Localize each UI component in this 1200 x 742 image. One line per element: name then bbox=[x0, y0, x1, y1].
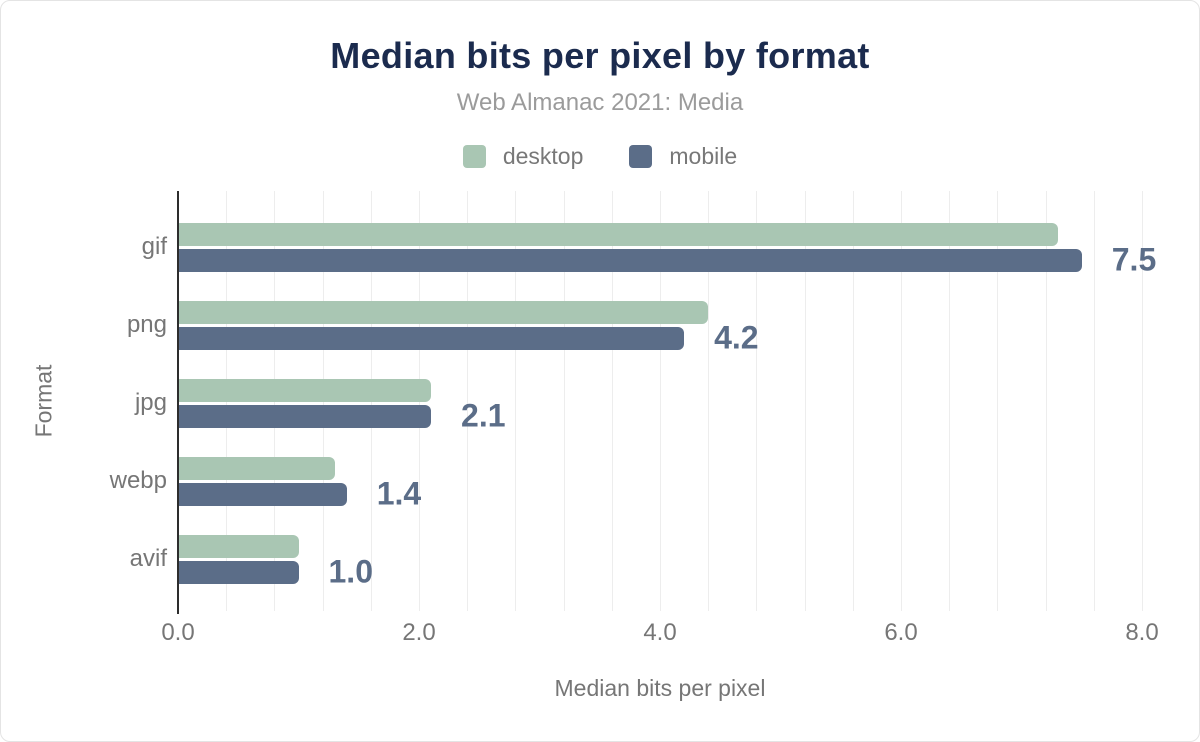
gridline bbox=[997, 191, 999, 611]
category-row-webp: webp 1.4 bbox=[110, 442, 1156, 520]
gridline bbox=[756, 191, 758, 611]
bar-mobile-avif[interactable]: 1.0 bbox=[178, 554, 373, 590]
x-tick-label-6.0: 6.0 bbox=[884, 619, 918, 646]
bar-desktop-jpg[interactable] bbox=[178, 378, 432, 402]
gridline bbox=[1142, 191, 1143, 611]
desktop-swatch-icon bbox=[462, 145, 486, 168]
bar-desktop-webp[interactable] bbox=[178, 456, 335, 480]
gridline bbox=[660, 191, 661, 611]
category-row-avif: avif 1.0 bbox=[130, 520, 1156, 598]
category-label-jpg: jpg bbox=[134, 389, 167, 416]
category-label-avif: avif bbox=[129, 545, 167, 572]
plot-area: gif 7.5 png 4.2 jpg 2.1 webp 1.4 avif 1.0 bbox=[110, 191, 1156, 611]
chart-title: Median bits per pixel by format bbox=[330, 35, 870, 76]
value-label-png: 4.2 bbox=[714, 319, 759, 356]
value-label-avif: 1.0 bbox=[328, 553, 373, 590]
value-label-jpg: 2.1 bbox=[461, 397, 506, 434]
x-tick-label-8.0: 8.0 bbox=[1125, 619, 1159, 646]
bar-mobile-png[interactable]: 4.2 bbox=[178, 320, 759, 356]
legend-label-mobile: mobile bbox=[669, 143, 738, 169]
x-tick-label-0.0: 0.0 bbox=[161, 619, 195, 646]
gridline bbox=[467, 191, 469, 611]
category-row-gif: gif 7.5 bbox=[142, 208, 1156, 286]
legend-label-desktop: desktop bbox=[502, 143, 584, 169]
legend-item-mobile[interactable]: mobile bbox=[629, 143, 737, 170]
bar-desktop-png[interactable] bbox=[178, 300, 709, 324]
bar-desktop-avif[interactable] bbox=[178, 534, 299, 558]
x-axis-ticks: 0.0 2.0 4.0 6.0 8.0 bbox=[161, 619, 1159, 649]
gridline bbox=[804, 191, 806, 611]
gridline bbox=[515, 191, 517, 611]
gridline bbox=[949, 191, 951, 611]
gridline bbox=[901, 191, 902, 611]
category-row-png: png 4.2 bbox=[127, 286, 1156, 364]
category-label-png: png bbox=[126, 311, 167, 338]
legend-item-desktop[interactable]: desktop bbox=[462, 143, 584, 170]
bar-mobile-webp[interactable]: 1.4 bbox=[178, 476, 421, 512]
x-tick-label-4.0: 4.0 bbox=[643, 619, 677, 646]
bar-mobile-gif[interactable]: 7.5 bbox=[178, 242, 1156, 278]
y-axis-line bbox=[177, 191, 179, 614]
gridline bbox=[1045, 191, 1047, 611]
bar-desktop-gif[interactable] bbox=[178, 222, 1058, 246]
gridline bbox=[611, 191, 613, 611]
category-label-webp: webp bbox=[109, 467, 167, 494]
gridline bbox=[852, 191, 854, 611]
bar-mobile-jpg[interactable]: 2.1 bbox=[178, 398, 506, 434]
chart-subtitle: Web Almanac 2021: Media bbox=[456, 89, 744, 116]
category-row-jpg: jpg 2.1 bbox=[135, 364, 1156, 442]
x-axis-title: Median bits per pixel bbox=[554, 675, 766, 701]
gridline bbox=[563, 191, 565, 611]
x-tick-label-2.0: 2.0 bbox=[402, 619, 436, 646]
bar-rows: gif 7.5 png 4.2 jpg 2.1 webp 1.4 avif 1.0 bbox=[110, 191, 1156, 598]
value-label-gif: 7.5 bbox=[1111, 241, 1157, 278]
gridline bbox=[708, 191, 710, 611]
gridline bbox=[1093, 191, 1095, 611]
legend: desktop mobile bbox=[1, 143, 1199, 170]
mobile-swatch-icon bbox=[629, 145, 653, 168]
value-label-webp: 1.4 bbox=[376, 475, 422, 512]
category-label-gif: gif bbox=[141, 233, 167, 260]
